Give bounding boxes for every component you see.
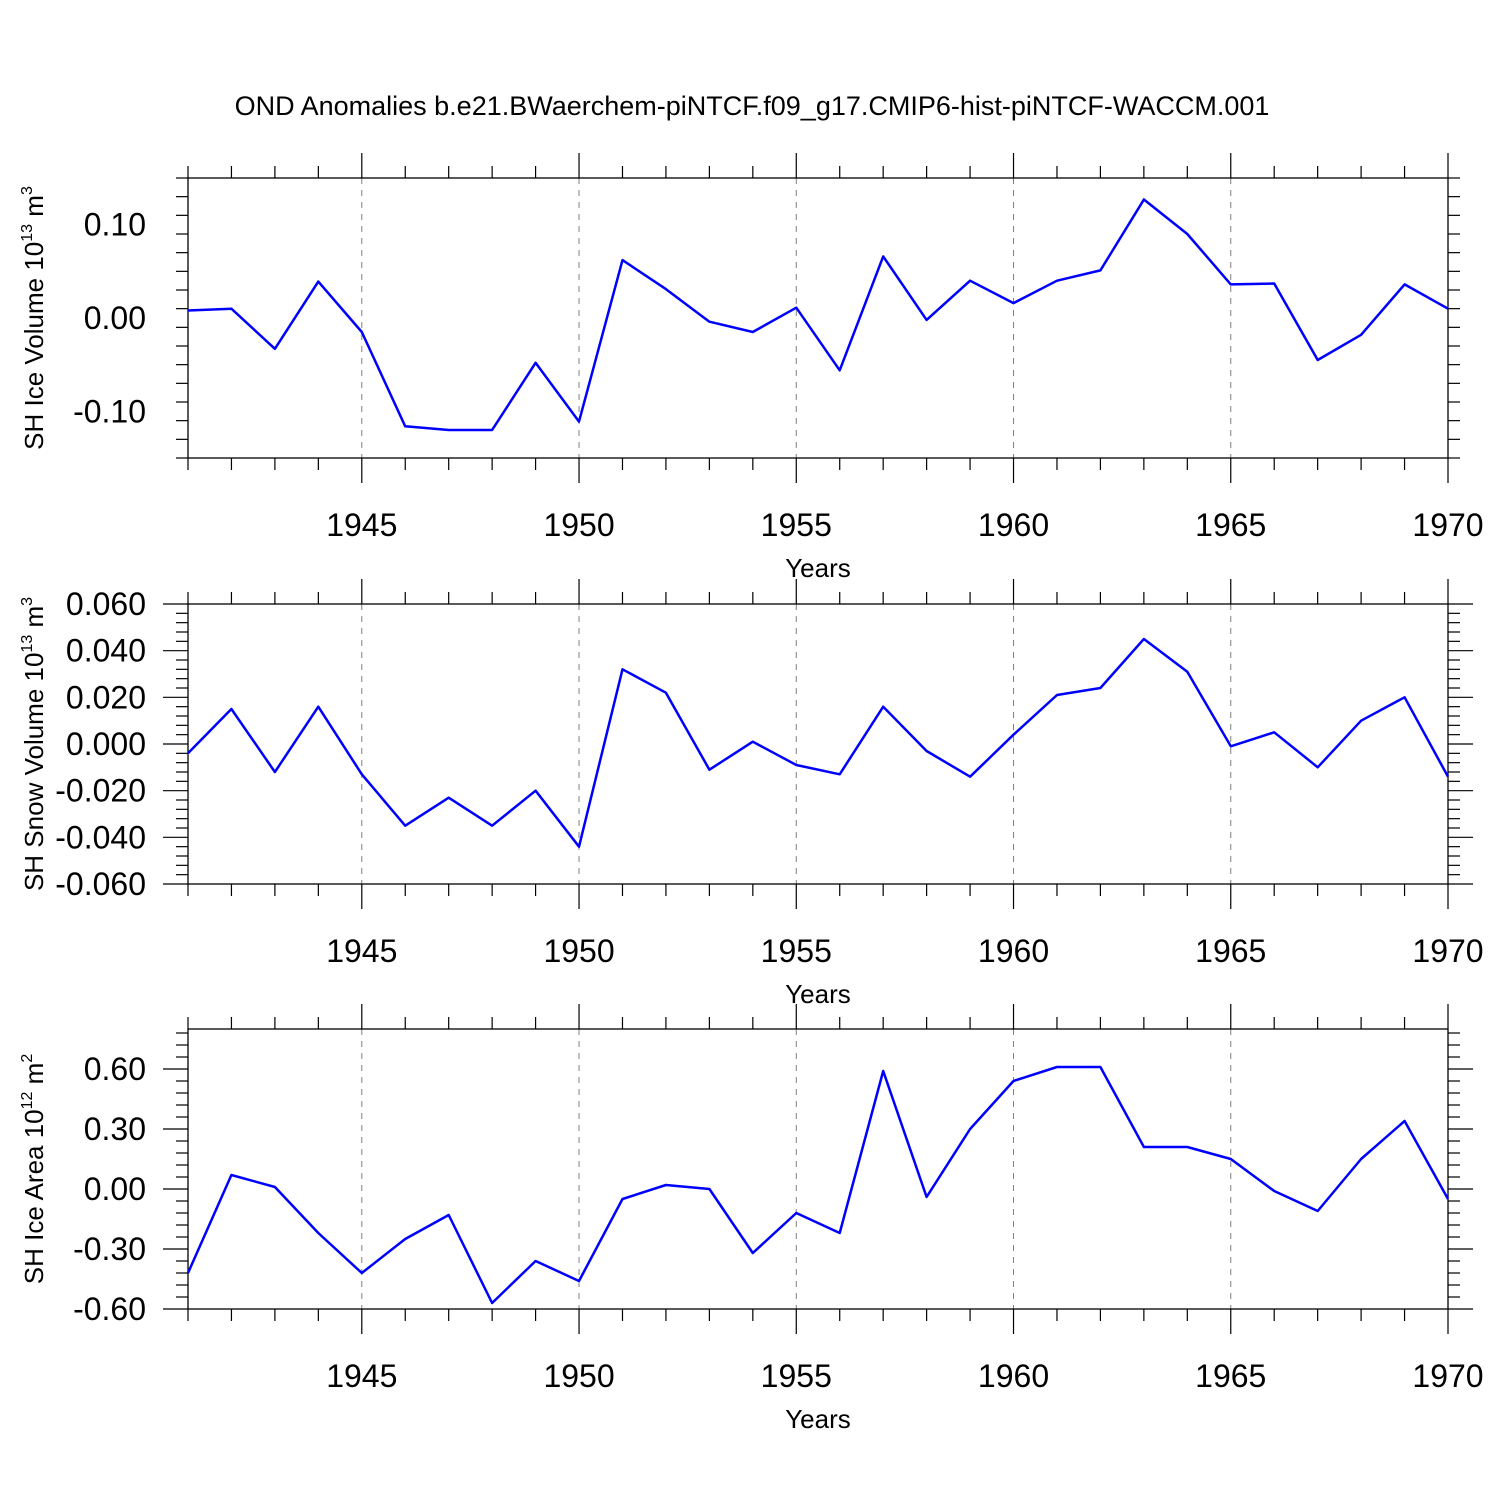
y-tick-label: 0.10	[84, 207, 146, 243]
panel-ice-area: -0.60 -0.30 0.00 0.30 0.60 1945 1950 1955 1960 19…	[19, 1004, 1484, 1434]
x-tick-label: 1970	[1412, 1358, 1483, 1394]
x-axis-label: Years	[785, 979, 851, 1009]
y-axis-label-text: SH Ice Area 10	[19, 1109, 49, 1284]
y-tick-label: 0.00	[84, 300, 146, 336]
plot-frame	[187, 603, 1449, 885]
y-tick-label: -0.060	[55, 866, 146, 902]
y-axis-label-unit-exponent: 2	[19, 1054, 36, 1063]
panel-ice-volume: -0.10 0.00 0.10 1945 1950 1955 1960 1965 1970 Yea…	[19, 153, 1484, 583]
x-tick-label: 1960	[978, 933, 1049, 969]
y-tick-label: 0.040	[66, 633, 146, 669]
y-axis-label-unit-exponent: 3	[19, 597, 36, 606]
y-axis-label-unit: m	[19, 606, 49, 635]
x-tick-label: 1945	[326, 933, 397, 969]
y-tick-label: -0.10	[73, 393, 146, 429]
y-axis-label: SH Ice Volume 1013 m3	[19, 186, 49, 450]
x-tick-label: 1950	[543, 1358, 614, 1394]
y-tick-label: -0.020	[55, 773, 146, 809]
series-line	[186, 1065, 1450, 1305]
x-tick-label: 1960	[978, 507, 1049, 543]
x-tick-label: 1955	[761, 933, 832, 969]
y-tick-label: 0.30	[84, 1111, 146, 1147]
x-axis-label: Years	[785, 553, 851, 583]
x-tick-label: 1970	[1412, 507, 1483, 543]
y-axis-label-text: SH Ice Volume 10	[19, 242, 49, 450]
x-tick-label: 1955	[761, 1358, 832, 1394]
y-axis-label-unit: m	[19, 1063, 49, 1092]
y-tick-label: 0.020	[66, 679, 146, 715]
x-tick-label: 1965	[1195, 933, 1266, 969]
y-axis-label-exponent: 13	[19, 635, 36, 653]
y-axis-label: SH Ice Area 1012 m2	[19, 1054, 49, 1285]
x-tick-label: 1960	[978, 1358, 1049, 1394]
y-tick-label: -0.040	[55, 819, 146, 855]
x-tick-label: 1965	[1195, 1358, 1266, 1394]
y-axis-label-unit: m	[19, 195, 49, 224]
y-axis-label-unit-exponent: 3	[19, 186, 36, 195]
x-tick-label: 1955	[761, 507, 832, 543]
series-line	[187, 198, 1449, 432]
plot-frame	[187, 1028, 1449, 1310]
y-axis-label-text: SH Snow Volume 10	[19, 653, 49, 891]
y-axis-label-exponent: 13	[19, 224, 36, 242]
x-tick-label: 1965	[1195, 507, 1266, 543]
y-axis-label: SH Snow Volume 1013 m3	[19, 597, 49, 891]
x-tick-label: 1950	[543, 933, 614, 969]
y-tick-label: 0.000	[66, 726, 146, 762]
plot-frame	[187, 177, 1449, 459]
y-tick-label: 0.060	[66, 586, 146, 622]
y-tick-label: 0.60	[84, 1051, 146, 1087]
figure-title: OND Anomalies b.e21.BWaerchem-piNTCF.f09…	[235, 91, 1270, 121]
y-tick-label: -0.60	[73, 1291, 146, 1327]
x-tick-label: 1950	[543, 507, 614, 543]
y-tick-label: -0.30	[73, 1231, 146, 1267]
x-tick-label: 1945	[326, 1358, 397, 1394]
y-tick-label: 0.00	[84, 1171, 146, 1207]
x-tick-label: 1945	[326, 507, 397, 543]
panel-snow-volume: -0.060 -0.040 -0.020 0.000 0.020 0.040 0.060 19…	[19, 579, 1484, 1009]
panels: -0.10 0.00 0.10 1945 1950 1955 1960 1965 1970 Yea…	[19, 153, 1484, 1434]
x-tick-label: 1970	[1412, 933, 1483, 969]
x-axis-label: Years	[785, 1404, 851, 1434]
series-line	[187, 637, 1450, 848]
y-axis-label-exponent: 12	[19, 1091, 36, 1109]
